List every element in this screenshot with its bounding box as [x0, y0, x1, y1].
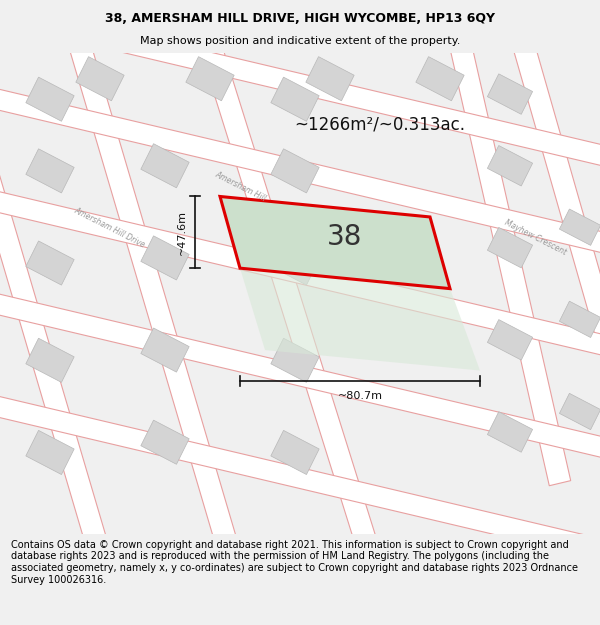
Polygon shape — [141, 420, 189, 464]
Text: ~47.6m: ~47.6m — [177, 210, 187, 255]
Polygon shape — [26, 149, 74, 193]
Polygon shape — [190, 9, 380, 558]
Polygon shape — [76, 57, 124, 101]
Polygon shape — [26, 431, 74, 474]
Polygon shape — [186, 57, 234, 101]
Text: Amersham Hill Drive: Amersham Hill Drive — [73, 206, 147, 249]
Polygon shape — [487, 412, 533, 452]
Polygon shape — [271, 149, 319, 193]
Polygon shape — [487, 319, 533, 360]
Polygon shape — [141, 328, 189, 372]
Text: Map shows position and indicative extent of the property.: Map shows position and indicative extent… — [140, 36, 460, 46]
Polygon shape — [141, 236, 189, 280]
Polygon shape — [141, 144, 189, 188]
Text: 38: 38 — [328, 223, 362, 251]
Polygon shape — [26, 338, 74, 382]
Polygon shape — [0, 9, 110, 558]
Polygon shape — [416, 57, 464, 101]
Polygon shape — [271, 77, 319, 121]
Polygon shape — [487, 228, 533, 268]
Polygon shape — [26, 241, 74, 285]
Polygon shape — [306, 57, 354, 101]
Polygon shape — [0, 388, 600, 569]
Polygon shape — [240, 268, 480, 371]
Polygon shape — [271, 338, 319, 382]
Polygon shape — [509, 29, 600, 456]
Polygon shape — [0, 0, 600, 174]
Polygon shape — [271, 241, 319, 285]
Polygon shape — [449, 41, 571, 486]
Text: ~80.7m: ~80.7m — [337, 391, 383, 401]
Polygon shape — [271, 431, 319, 474]
Polygon shape — [0, 285, 600, 466]
Polygon shape — [487, 146, 533, 186]
Polygon shape — [559, 393, 600, 429]
Polygon shape — [59, 9, 241, 558]
Polygon shape — [220, 196, 450, 289]
Text: 38, AMERSHAM HILL DRIVE, HIGH WYCOMBE, HP13 6QY: 38, AMERSHAM HILL DRIVE, HIGH WYCOMBE, H… — [105, 12, 495, 24]
Text: Mayhew Crescent: Mayhew Crescent — [503, 218, 568, 257]
Text: Contains OS data © Crown copyright and database right 2021. This information is : Contains OS data © Crown copyright and d… — [11, 540, 578, 584]
Polygon shape — [0, 80, 600, 261]
Polygon shape — [26, 77, 74, 121]
Text: Amersham Hill: Amersham Hill — [213, 169, 267, 203]
Polygon shape — [559, 301, 600, 338]
Text: ~1266m²/~0.313ac.: ~1266m²/~0.313ac. — [295, 116, 466, 134]
Polygon shape — [0, 182, 600, 364]
Polygon shape — [559, 209, 600, 246]
Polygon shape — [487, 74, 533, 114]
